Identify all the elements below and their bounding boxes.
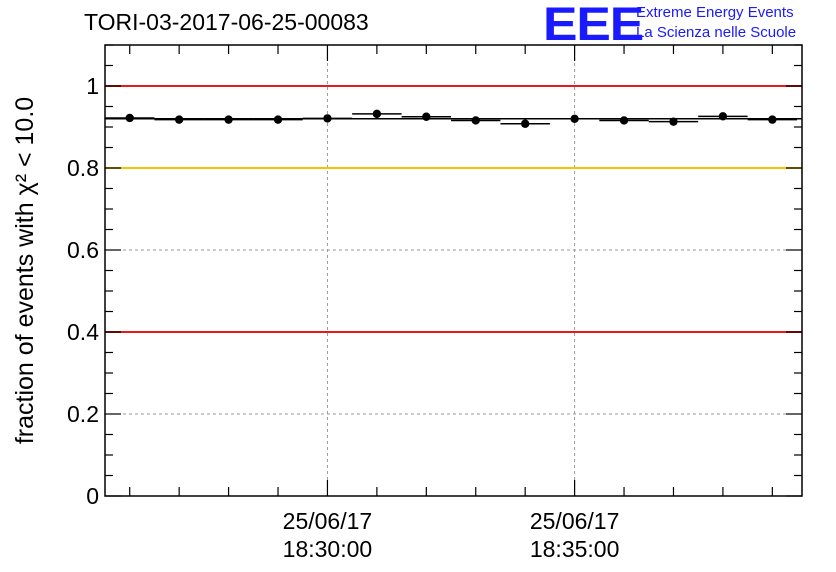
- y-tick-label: 0.2: [67, 401, 99, 427]
- x-tick-label-date: 25/06/17: [530, 508, 620, 534]
- tick-labels: 00.20.40.60.8125/06/1718:30:0025/06/1718…: [67, 73, 619, 562]
- data-point: [718, 112, 728, 121]
- y-tick-label: 0.8: [67, 155, 99, 181]
- x-tick-label-date: 25/06/17: [283, 508, 373, 534]
- data-point: [768, 115, 777, 124]
- data-point: [174, 115, 184, 124]
- data-point: [619, 116, 629, 125]
- data-point: [224, 115, 233, 124]
- plot-frame: [104, 44, 803, 497]
- y-tick-label: 1: [86, 73, 99, 99]
- grid: [105, 45, 802, 496]
- data-point: [323, 114, 332, 123]
- data-point: [570, 114, 579, 124]
- eee-logo: EEE: [543, 0, 644, 50]
- data-point: [422, 112, 431, 121]
- data-point: [125, 113, 134, 123]
- data-point: [520, 119, 530, 128]
- logo-subtitle-line2: La Scienza nelle Scuole: [636, 24, 797, 41]
- y-tick-label: 0.4: [67, 319, 99, 345]
- axis-ticks: [105, 44, 802, 497]
- reference-lines: [105, 85, 802, 333]
- x-tick-label-time: 18:30:00: [283, 536, 373, 562]
- x-tick-label-time: 18:35:00: [530, 536, 620, 562]
- y-tick-label: 0.6: [67, 237, 99, 263]
- data-point: [273, 115, 283, 124]
- data-point: [669, 117, 678, 126]
- data-series: [105, 109, 798, 128]
- y-tick-label: 0: [86, 483, 99, 509]
- chart-title: TORI-03-2017-06-25-00083: [84, 9, 369, 35]
- logo-subtitle-line1: Extreme Energy Events: [636, 4, 794, 21]
- data-point: [471, 116, 480, 125]
- data-point: [372, 109, 382, 119]
- y-axis-label: fraction of events with χ² < 10.0: [11, 97, 39, 444]
